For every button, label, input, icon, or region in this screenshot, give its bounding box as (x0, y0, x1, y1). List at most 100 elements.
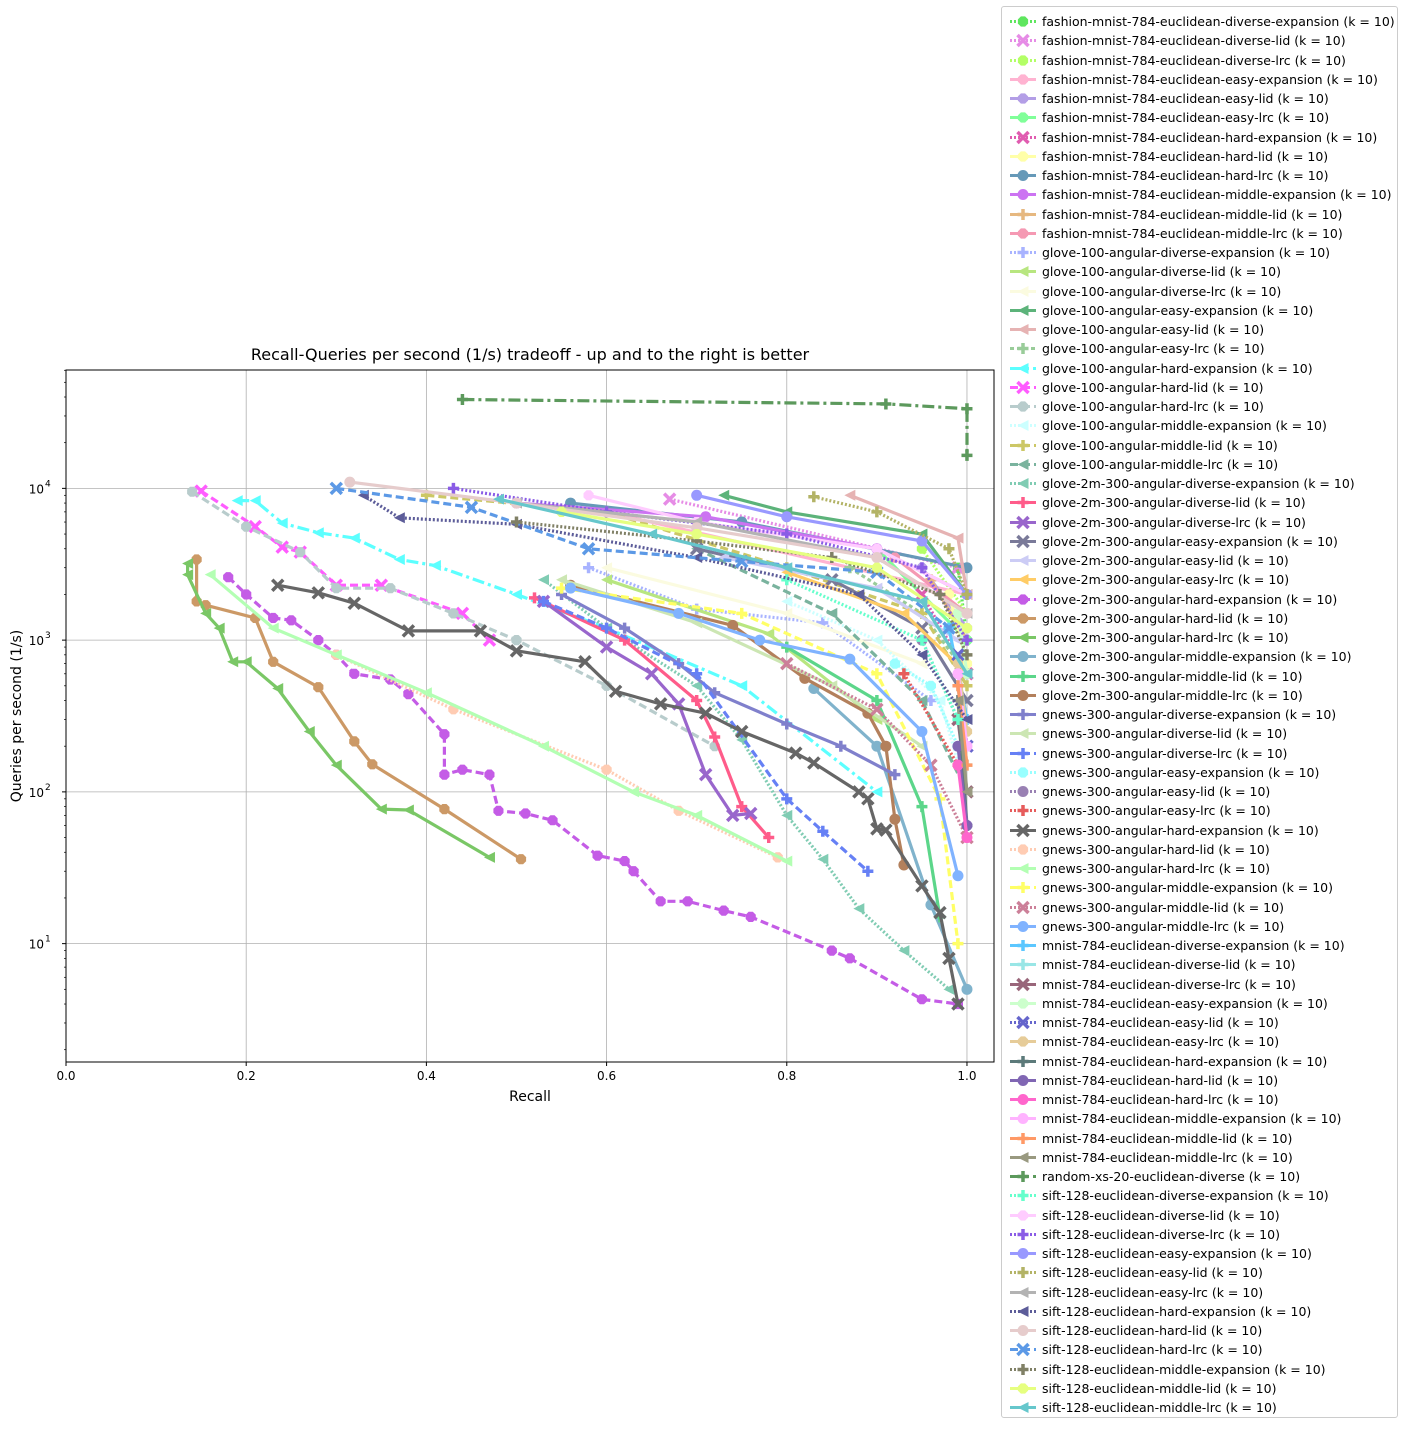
data-point (268, 612, 279, 623)
data-point (511, 635, 522, 646)
legend-label: mnist-784-euclidean-easy-lrc (k = 10) (1042, 1034, 1280, 1050)
series-13 (601, 574, 883, 725)
data-point (961, 634, 973, 646)
legend-label: gnews-300-angular-diverse-lrc (k = 10) (1042, 745, 1288, 761)
data-point (763, 628, 775, 640)
legend-label: mnist-784-euclidean-hard-lid (k = 10) (1042, 1072, 1279, 1088)
data-point (916, 649, 928, 661)
legend-swatch (1010, 651, 1036, 663)
data-point (473, 624, 488, 638)
legend-item: glove-100-angular-easy-expansion (k = 10… (1002, 301, 1397, 320)
data-point (952, 938, 964, 950)
series-line (812, 687, 969, 990)
legend-item: sift-128-euclidean-diverse-lid (k = 10) (1002, 1206, 1397, 1225)
legend-label: mnist-784-euclidean-hard-lrc (k = 10) (1042, 1092, 1279, 1107)
x-tick-label: 0.0 (56, 1069, 75, 1083)
legend-label: glove-2m-300-angular-diverse-lid (k = 10… (1042, 495, 1306, 511)
y-tick-exponent: 1 (45, 935, 51, 945)
legend-label: mnist-784-euclidean-easy-lid (k = 10) (1042, 1015, 1279, 1030)
data-point (951, 997, 965, 1011)
data-point (599, 640, 614, 654)
legend-label: sift-128-euclidean-middle-expansion (k =… (1042, 1361, 1326, 1377)
series-19 (194, 484, 497, 647)
legend-item: sift-128-euclidean-hard-lid (k = 10) (1002, 1321, 1397, 1340)
legend-swatch (1010, 34, 1036, 48)
legend-label: glove-2m-300-angular-hard-lrc (k = 10) (1042, 630, 1289, 645)
legend-item: sift-128-euclidean-easy-lid (k = 10) (1002, 1263, 1397, 1282)
legend-swatch (1010, 823, 1036, 837)
y-tick-exponent: 3 (45, 631, 51, 641)
data-point (871, 740, 883, 752)
legend-item: gnews-300-angular-easy-lrc (k = 10) (1002, 801, 1397, 820)
data-point (780, 656, 794, 671)
data-point (835, 740, 847, 752)
data-point (601, 574, 613, 586)
legend-label: gnews-300-angular-middle-expansion (k = … (1042, 880, 1334, 896)
data-point (601, 622, 613, 634)
legend-item: glove-2m-300-angular-easy-lid (k = 10) (1002, 551, 1397, 570)
data-point (871, 552, 883, 564)
legend-item: fashion-mnist-784-euclidean-diverse-lrc … (1002, 51, 1397, 70)
data-point (961, 588, 973, 600)
data-point (182, 557, 194, 569)
series-line (588, 566, 932, 702)
legend-item: fashion-mnist-784-euclidean-easy-expansi… (1002, 70, 1397, 89)
legend-item: mnist-784-euclidean-easy-expansion (k = … (1002, 994, 1397, 1013)
legend-label: glove-100-angular-diverse-lid (k = 10) (1042, 264, 1281, 280)
legend-swatch (1010, 515, 1036, 529)
data-point (313, 682, 324, 693)
legend-swatch (1010, 497, 1036, 509)
data-point (456, 394, 468, 406)
data-point (817, 853, 829, 865)
legend-swatch (1010, 1383, 1036, 1394)
series-14 (601, 562, 928, 670)
legend-swatch (1010, 940, 1036, 951)
legend-item: sift-128-euclidean-easy-expansion (k = 1… (1002, 1244, 1397, 1263)
legend-label: mnist-784-euclidean-easy-expansion (k = … (1042, 995, 1328, 1011)
legend-label: fashion-mnist-784-euclidean-hard-lrc (k … (1042, 168, 1329, 183)
legend-swatch (1010, 534, 1036, 548)
legend-swatch (1010, 1209, 1036, 1221)
data-point (393, 512, 405, 524)
legend-label: mnist-784-euclidean-middle-lrc (k = 10) (1042, 1149, 1293, 1165)
legend-swatch (1010, 670, 1036, 682)
legend-label: fashion-mnist-784-euclidean-easy-expansi… (1042, 71, 1378, 87)
data-point (270, 578, 285, 592)
data-point (286, 615, 297, 626)
data-point (781, 595, 793, 607)
data-point (227, 656, 239, 668)
data-point (763, 832, 775, 844)
legend-item: gnews-300-angular-hard-expansion (k = 10… (1002, 821, 1397, 840)
legend-label: glove-100-angular-easy-lrc (k = 10) (1042, 341, 1265, 357)
legend-item: sift-128-euclidean-middle-expansion (k =… (1002, 1360, 1397, 1379)
data-point (789, 746, 803, 760)
y-axis-label: Queries per second (1/s) (9, 630, 25, 802)
data-point (538, 574, 550, 586)
legend-swatch (1010, 1343, 1036, 1357)
series-38 (538, 595, 874, 877)
series-44 (204, 569, 793, 867)
legend-swatch (1010, 380, 1036, 394)
data-point (961, 983, 973, 995)
legend-label: glove-2m-300-angular-diverse-lrc (k = 10… (1042, 514, 1306, 530)
series-line (696, 493, 969, 596)
legend-swatch (1010, 555, 1036, 566)
series-line (336, 486, 950, 630)
legend-swatch (1010, 1094, 1036, 1105)
legend-swatch (1010, 593, 1036, 605)
legend-item: sift-128-euclidean-easy-lrc (k = 10) (1002, 1283, 1397, 1302)
legend-label: mnist-784-euclidean-diverse-expansion (k… (1042, 938, 1345, 953)
data-point (272, 682, 284, 694)
legend-label: glove-100-angular-diverse-lrc (k = 10) (1042, 283, 1282, 299)
data-point (682, 896, 693, 907)
legend-label: glove-100-angular-middle-lrc (k = 10) (1042, 456, 1279, 472)
series-61 (781, 574, 964, 725)
legend-label: fashion-mnist-784-euclidean-middle-expan… (1042, 187, 1392, 203)
legend-label: sift-128-euclidean-diverse-lid (k = 10) (1042, 1207, 1280, 1223)
data-point (889, 658, 900, 669)
legend-swatch (1010, 324, 1036, 335)
data-point (808, 491, 820, 503)
legend-label: mnist-784-euclidean-diverse-lid (k = 10) (1042, 957, 1296, 973)
data-point (916, 725, 928, 737)
data-point (510, 588, 522, 600)
